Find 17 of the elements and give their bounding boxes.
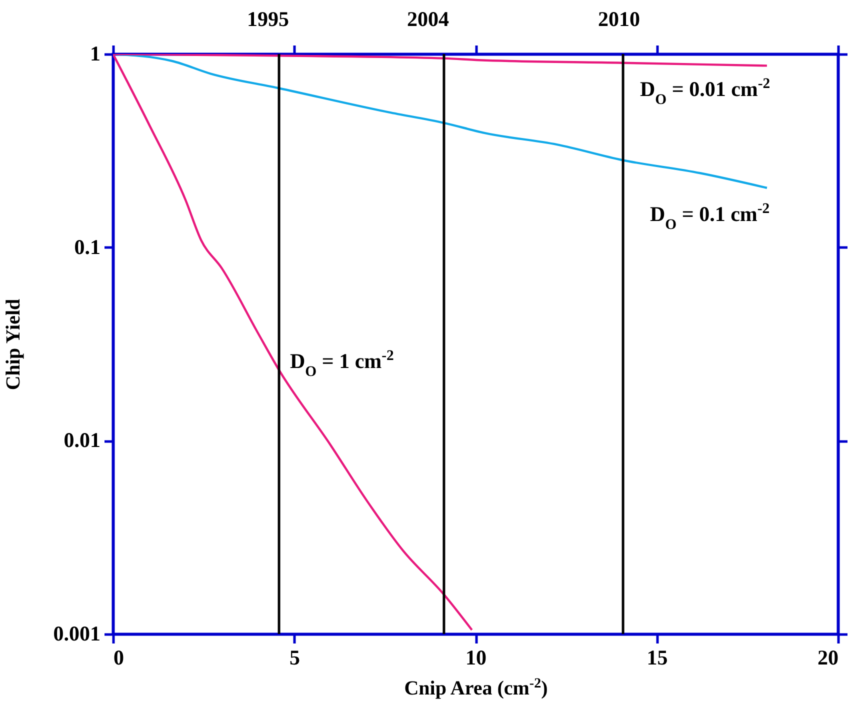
- y-tick-label: 0.01: [64, 428, 100, 452]
- annotation: D$_{O}$ = 0.01 cm$^{-2}$: [640, 76, 770, 108]
- x-tick-label: 20: [818, 646, 838, 670]
- annotation: D$_{O}$ = 0.1 cm$^{-2}$: [650, 201, 770, 233]
- x-tick-label: 5: [290, 646, 300, 670]
- x-tick-label: 0: [114, 646, 124, 670]
- x-tick-label: 10: [466, 646, 486, 670]
- x-tick-label: 15: [646, 646, 668, 670]
- y-tick-label: 0.1: [74, 234, 100, 259]
- annotation: D$_{O}$ = 1 cm$^{-2}$: [290, 348, 394, 380]
- x-axis-title: Cnip Area (cm$^{-2}$): [404, 676, 548, 700]
- y-tick-label: 0.001: [53, 622, 100, 646]
- text: 2004: [407, 7, 450, 31]
- y-tick-label: 1: [90, 42, 100, 66]
- y-axis-title: Chip Yield: [2, 298, 24, 390]
- text: 1995: [247, 7, 289, 31]
- text: 2010: [598, 7, 640, 31]
